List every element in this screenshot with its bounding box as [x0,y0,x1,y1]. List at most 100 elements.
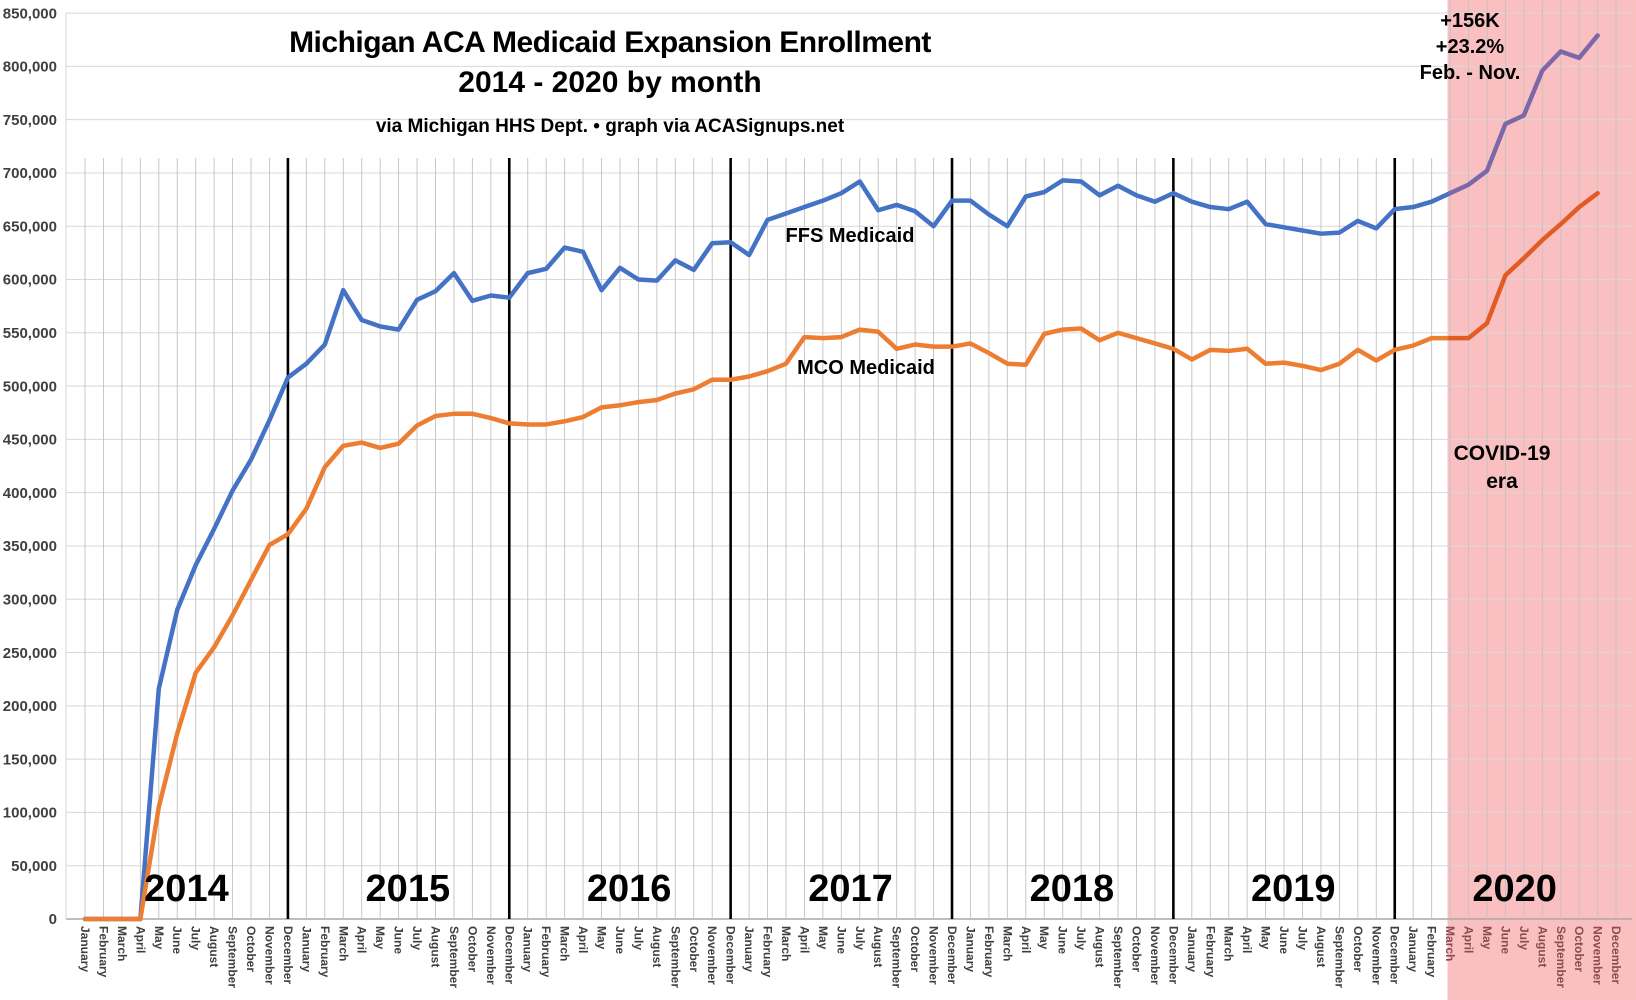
month-tick-label: May [595,926,609,950]
month-tick-label: February [1203,926,1217,978]
month-tick-label: February [982,926,996,978]
month-tick-label: February [539,926,553,978]
month-tick-label: August [428,926,442,967]
month-tick-label: November [705,926,719,985]
title-block: Michigan ACA Medicaid Expansion Enrollme… [110,26,1110,138]
covid-era-label: COVID-19 era [1454,440,1551,496]
y-tick-label: 500,000 [3,378,57,395]
month-tick-label: January [299,926,313,972]
month-tick-label: September [447,926,461,988]
month-tick-label: May [373,926,387,950]
month-tick-label: September [1332,926,1346,988]
year-label: 2020 [1472,868,1557,910]
month-tick-label: October [465,926,479,972]
month-tick-label: November [1148,926,1162,985]
y-tick-label: 300,000 [3,591,57,608]
month-tick-label: October [1572,926,1586,972]
y-tick-label: 0 [49,911,57,928]
y-tick-label: 250,000 [3,645,57,662]
month-tick-label: March [558,926,572,961]
month-tick-label: April [133,926,147,953]
month-tick-label: May [1480,926,1494,950]
month-tick-label: March [336,926,350,961]
y-tick-label: 750,000 [3,112,57,129]
month-tick-label: June [170,926,184,954]
month-tick-label: December [724,926,738,984]
month-tick-label: February [1425,926,1439,978]
month-tick-label: April [797,926,811,953]
month-tick-label: October [244,926,258,972]
mco-line [82,326,1453,922]
month-tick-label: March [1222,926,1236,961]
month-tick-label: April [355,926,369,953]
covid-era-label-line2: era [1486,470,1518,493]
month-tick-label: July [1296,926,1310,950]
y-tick-label: 200,000 [3,698,57,715]
y-tick-label: 700,000 [3,165,57,182]
month-tick-label: May [1037,926,1051,950]
month-tick-label: January [742,926,756,972]
month-tick-label: September [1554,926,1568,988]
month-tick-label: July [853,926,867,950]
month-tick-label: October [1129,926,1143,972]
month-tick-label: September [668,926,682,988]
growth-annotation: +156K +23.2% Feb. - Nov. [1370,8,1570,86]
annotation-percent: +23.2% [1435,36,1505,58]
covid-era-label-line1: COVID-19 [1453,442,1551,465]
month-tick-label: July [1074,926,1088,950]
y-tick-label: 50,000 [11,858,57,875]
month-tick-label: March [779,926,793,961]
month-tick-label: January [521,926,535,972]
month-tick-label: December [945,926,959,984]
month-tick-label: September [226,926,240,988]
month-tick-label: October [908,926,922,972]
chart-title: Michigan ACA Medicaid Expansion Enrollme… [289,26,931,59]
month-tick-label: March [1000,926,1014,961]
year-label: 2015 [366,868,451,910]
month-tick-label: March [115,926,129,961]
ffs-series-label: FFS Medicaid [785,225,915,247]
month-tick-label: August [1314,926,1328,967]
month-tick-label: March [1443,926,1457,961]
month-tick-label: September [890,926,904,988]
month-tick-label: June [1277,926,1291,954]
month-tick-label: June [1498,926,1512,954]
mco-line-covid [1447,190,1600,341]
month-tick-label: June [613,926,627,954]
month-tick-label: December [1166,926,1180,984]
annotation-delta: +156K [1440,10,1500,32]
month-tick-label: April [1462,926,1476,953]
month-tick-label: July [189,926,203,950]
month-tick-label: November [1369,926,1383,985]
month-tick-label: January [963,926,977,972]
ffs-line [82,178,1453,922]
month-tick-label: August [1535,926,1549,967]
y-tick-label: 550,000 [3,325,57,342]
y-tick-label: 800,000 [3,59,57,76]
month-tick-label: September [1111,926,1125,988]
month-tick-label: December [502,926,516,984]
y-tick-label: 600,000 [3,272,57,289]
year-label: 2014 [144,868,229,910]
month-tick-label: February [761,926,775,978]
month-tick-label: December [1609,926,1623,984]
month-tick-label: December [281,926,295,984]
month-tick-label: May [1259,926,1273,950]
month-tick-label: January [1185,926,1199,972]
month-tick-label: January [78,926,92,972]
month-tick-label: April [1019,926,1033,953]
month-tick-label: April [576,926,590,953]
month-tick-label: November [262,926,276,985]
month-tick-label: February [318,926,332,978]
month-tick-label: June [392,926,406,954]
mco-series-label: MCO Medicaid [797,357,935,379]
month-tick-label: August [650,926,664,967]
month-tick-label: August [1093,926,1107,967]
month-tick-label: May [152,926,166,950]
month-tick-label: July [410,926,424,950]
ffs-line-covid [1447,33,1600,196]
covid-region [1447,0,1636,1000]
month-tick-label: April [1240,926,1254,953]
